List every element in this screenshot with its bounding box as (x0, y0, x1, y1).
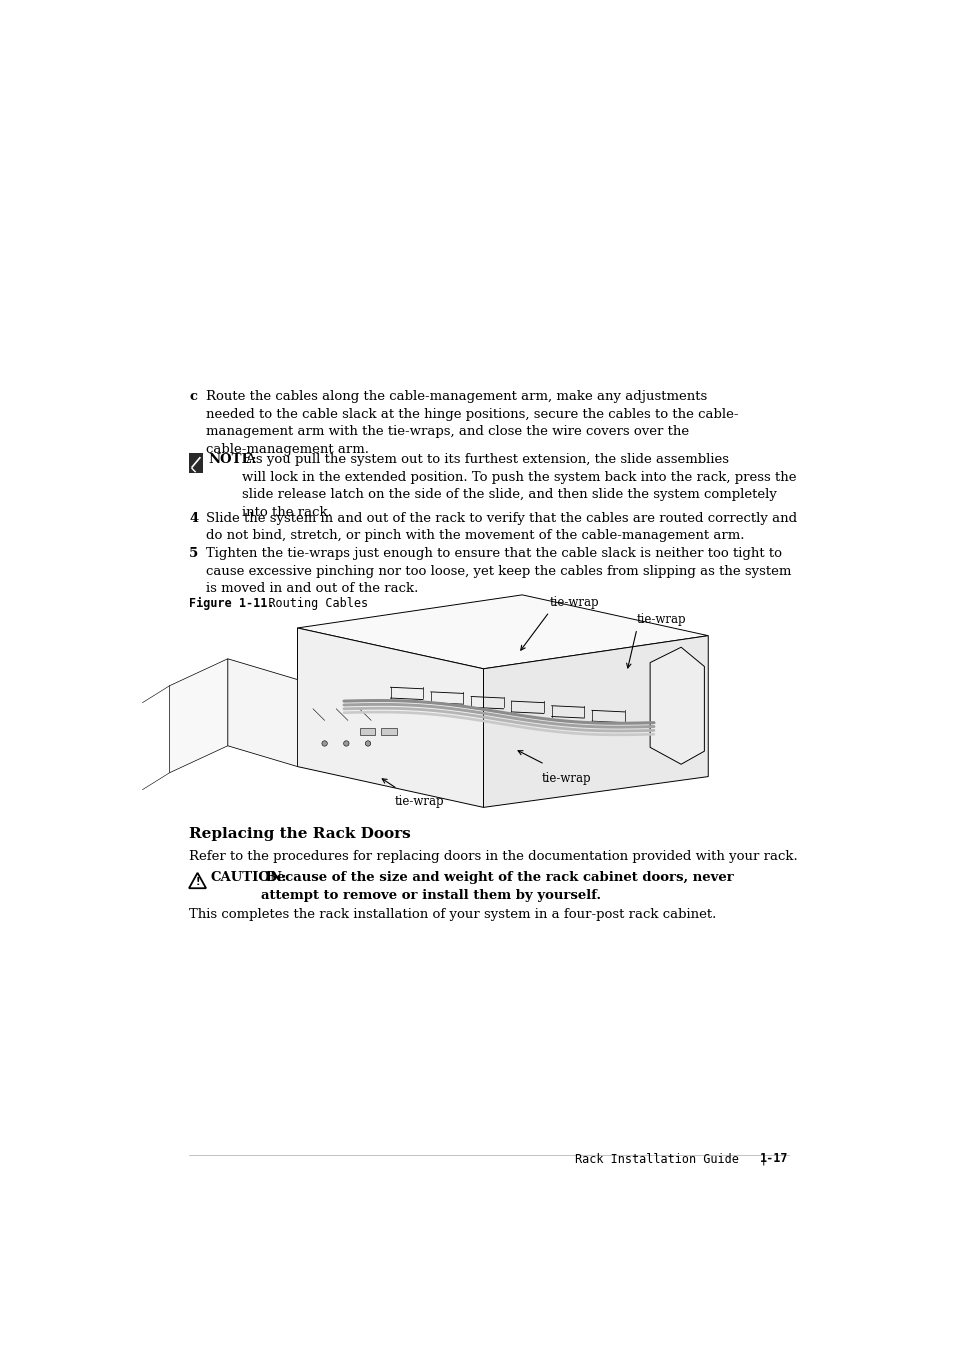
Text: This completes the rack installation of your system in a four-post rack cabinet.: This completes the rack installation of … (189, 908, 716, 921)
Text: Routing Cables: Routing Cables (247, 597, 368, 611)
Circle shape (365, 740, 371, 746)
Text: NOTE:: NOTE: (208, 453, 256, 466)
Text: c: c (189, 390, 196, 403)
Polygon shape (228, 659, 297, 766)
Text: tie-wrap: tie-wrap (549, 596, 598, 609)
FancyBboxPatch shape (381, 728, 396, 735)
Text: Rack Installation Guide   |: Rack Installation Guide | (575, 1152, 788, 1166)
Text: CAUTION:: CAUTION: (211, 871, 287, 885)
Text: tie-wrap: tie-wrap (394, 794, 443, 808)
Polygon shape (649, 647, 703, 765)
Polygon shape (170, 659, 228, 773)
Text: Tighten the tie-wraps just enough to ensure that the cable slack is neither too : Tighten the tie-wraps just enough to ens… (206, 547, 791, 596)
Text: 5: 5 (189, 547, 198, 561)
Polygon shape (297, 594, 707, 669)
Text: 1-17: 1-17 (760, 1152, 788, 1166)
Text: !: ! (195, 877, 199, 888)
Text: Route the cables along the cable-management arm, make any adjustments
needed to : Route the cables along the cable-managem… (206, 390, 738, 455)
Circle shape (343, 740, 349, 746)
Text: Replacing the Rack Doors: Replacing the Rack Doors (189, 827, 411, 840)
Polygon shape (483, 636, 707, 808)
Text: 4: 4 (189, 512, 198, 524)
Text: Figure 1-11.: Figure 1-11. (189, 597, 274, 611)
Text: tie-wrap: tie-wrap (541, 771, 591, 785)
Text: Refer to the procedures for replacing doors in the documentation provided with y: Refer to the procedures for replacing do… (189, 850, 797, 863)
Circle shape (321, 740, 327, 746)
Polygon shape (297, 628, 483, 808)
FancyBboxPatch shape (359, 728, 375, 735)
Text: tie-wrap: tie-wrap (637, 612, 686, 626)
Text: Slide the system in and out of the rack to verify that the cables are routed cor: Slide the system in and out of the rack … (206, 512, 797, 542)
FancyBboxPatch shape (189, 453, 203, 473)
Text: Because of the size and weight of the rack cabinet doors, never
attempt to remov: Because of the size and weight of the ra… (261, 871, 733, 901)
Text: As you pull the system out to its furthest extension, the slide assemblies
will : As you pull the system out to its furthe… (241, 453, 796, 519)
